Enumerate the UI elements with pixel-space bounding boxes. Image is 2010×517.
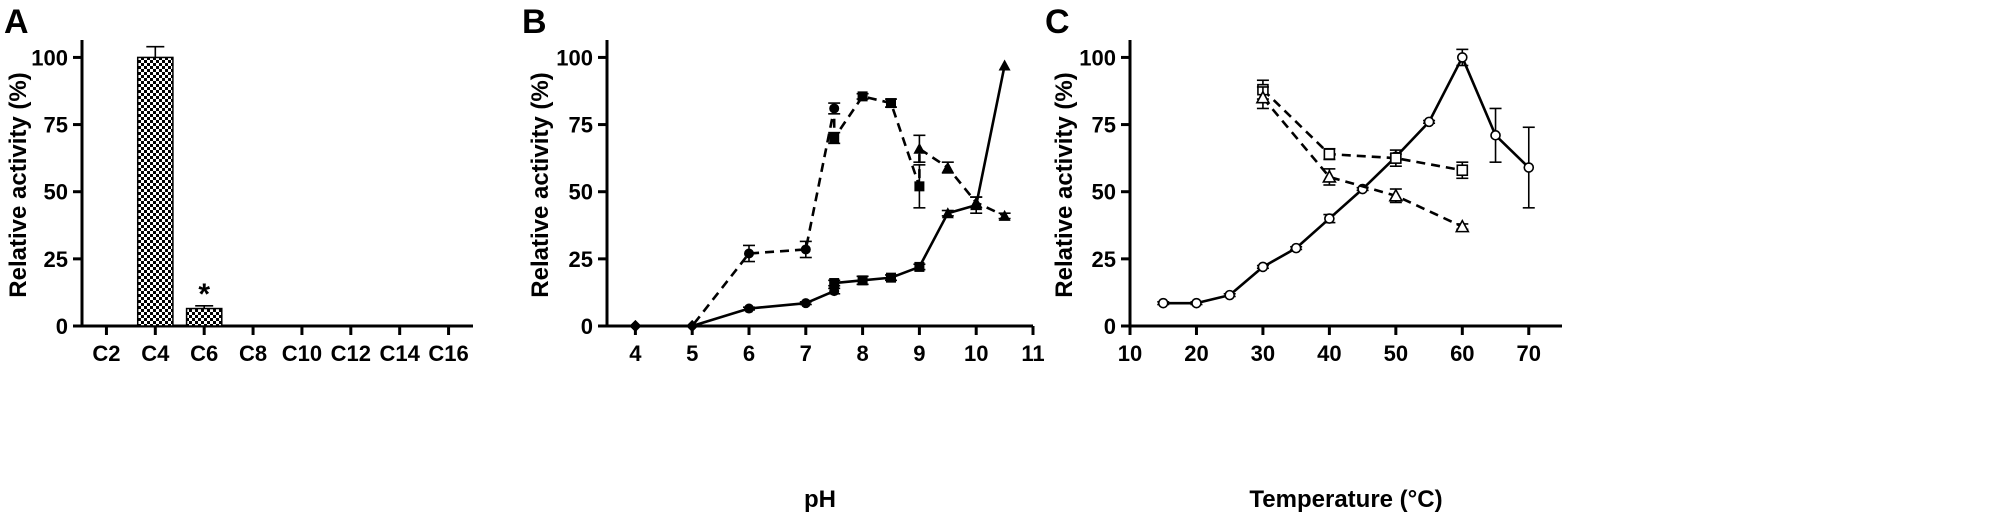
data-point-square <box>886 98 896 109</box>
x-tick-label: 7 <box>800 341 812 366</box>
series-line <box>1262 88 1463 172</box>
x-tick-label: C2 <box>92 341 120 366</box>
data-point-diamond <box>629 320 642 332</box>
data-point-circle <box>800 298 811 309</box>
bar-c4 <box>136 56 174 327</box>
data-point-open-square <box>1323 148 1336 160</box>
series-dashed-1 <box>1256 79 1469 180</box>
data-point-open-square <box>1390 152 1402 164</box>
series-line <box>1261 96 1463 228</box>
data-point-open-circle <box>1257 261 1269 273</box>
x-tick-label: 5 <box>686 341 698 366</box>
data-point-open-triangle <box>1322 169 1337 183</box>
y-tick-label: 50 <box>44 180 68 205</box>
data-point-open-circle <box>1290 242 1302 254</box>
y-axis-label: Relative activity (%) <box>1051 72 1078 297</box>
x-tick-label: 11 <box>1021 341 1044 366</box>
data-point-open-circle <box>1191 297 1202 309</box>
data-point-square <box>829 133 840 143</box>
data-point-triangle <box>913 142 926 154</box>
data-point-square <box>829 278 840 289</box>
x-tick-label: 10 <box>1118 341 1142 366</box>
y-tick-label: 100 <box>31 45 68 70</box>
y-tick-label: 25 <box>1092 247 1116 272</box>
y-tick-label: 0 <box>1104 314 1116 339</box>
panel-label: A <box>4 3 29 41</box>
data-point-triangle <box>941 207 954 219</box>
panel-label: C <box>1045 3 1070 41</box>
y-axis-label: Relative activity (%) <box>527 72 554 297</box>
data-point-open-circle <box>1224 289 1235 301</box>
x-tick-label: C6 <box>190 341 218 366</box>
data-point-open-circle <box>1423 116 1435 128</box>
data-point-square <box>914 261 925 272</box>
data-point-open-circle <box>1457 52 1468 63</box>
y-tick-label: 100 <box>556 45 593 70</box>
data-point-circle <box>829 286 840 297</box>
series-dashed-2 <box>1255 86 1470 233</box>
data-point-triangle <box>970 199 983 211</box>
y-tick-label: 75 <box>1092 113 1116 138</box>
y-tick-label: 50 <box>569 180 593 205</box>
significance-annotation: * <box>198 278 210 311</box>
x-tick-label: 6 <box>743 341 755 366</box>
series-solid-0 <box>1157 48 1535 309</box>
x-tick-label: 50 <box>1384 341 1408 366</box>
x-tick-label: C16 <box>428 341 468 366</box>
bar-c6 <box>185 307 223 327</box>
data-point-open-circle <box>1157 297 1169 309</box>
data-point-open-circle <box>1324 213 1335 224</box>
data-point-diamond <box>686 320 699 332</box>
data-point-circle <box>800 244 811 255</box>
data-point-open-triangle <box>1388 188 1404 202</box>
y-tick-label: 75 <box>44 113 68 138</box>
y-tick-label: 75 <box>569 113 593 138</box>
x-axis-label: Temperature (°C) <box>1249 486 1442 513</box>
x-axis-label: pH <box>804 486 836 513</box>
data-point-open-triangle <box>1454 218 1470 233</box>
data-point-square <box>886 272 896 283</box>
x-tick-label: C8 <box>239 341 267 366</box>
y-axis-label: Relative activity (%) <box>5 72 32 297</box>
x-tick-label: C10 <box>282 341 322 366</box>
panel-b: 0 25 50 75 100 4 5 6 7 8 9 10 11 Relative activity (%… <box>522 3 1045 513</box>
x-tick-label: C12 <box>331 341 371 366</box>
data-point-square <box>857 275 868 286</box>
data-point-square <box>857 91 868 102</box>
data-point-open-circle <box>1523 162 1535 173</box>
data-point-circle <box>829 103 840 114</box>
series-solid-1 <box>629 59 1011 332</box>
x-tick-label: 9 <box>913 341 925 366</box>
data-point-triangle <box>941 161 954 173</box>
x-tick-label: 20 <box>1184 341 1208 366</box>
data-point-square <box>914 181 925 192</box>
panel-a: 0 25 50 75 100 C2 C4 C6 C8 C10 C12 C14 C16 Relative a… <box>4 3 473 366</box>
panel-label: B <box>522 3 547 41</box>
y-tick-label: 25 <box>44 247 68 272</box>
x-tick-label: 40 <box>1317 341 1341 366</box>
x-tick-label: 30 <box>1251 341 1275 366</box>
series-line <box>635 65 1006 328</box>
y-tick-label: 50 <box>1092 180 1116 205</box>
y-tick-label: 0 <box>56 314 68 339</box>
data-point-triangle <box>998 59 1011 71</box>
data-point-circle <box>744 248 754 259</box>
x-tick-label: 4 <box>629 341 642 366</box>
y-tick-label: 100 <box>1079 45 1116 70</box>
y-tick-label: 25 <box>569 247 593 272</box>
data-point-triangle <box>998 209 1011 221</box>
x-tick-label: C4 <box>141 341 170 366</box>
y-tick-label: 0 <box>581 314 593 339</box>
x-tick-label: 10 <box>964 341 988 366</box>
data-point-circle <box>744 303 754 314</box>
panel-c: 0 25 50 75 100 10 20 30 40 50 60 70 Relative activit… <box>1045 3 1562 513</box>
x-tick-label: 70 <box>1517 341 1541 366</box>
x-tick-label: 8 <box>856 341 868 366</box>
data-point-open-square <box>1456 164 1469 177</box>
data-point-open-circle <box>1490 130 1501 141</box>
x-tick-label: C14 <box>380 341 421 366</box>
x-tick-label: 60 <box>1450 341 1474 366</box>
data-point-open-triangle <box>1255 90 1271 104</box>
